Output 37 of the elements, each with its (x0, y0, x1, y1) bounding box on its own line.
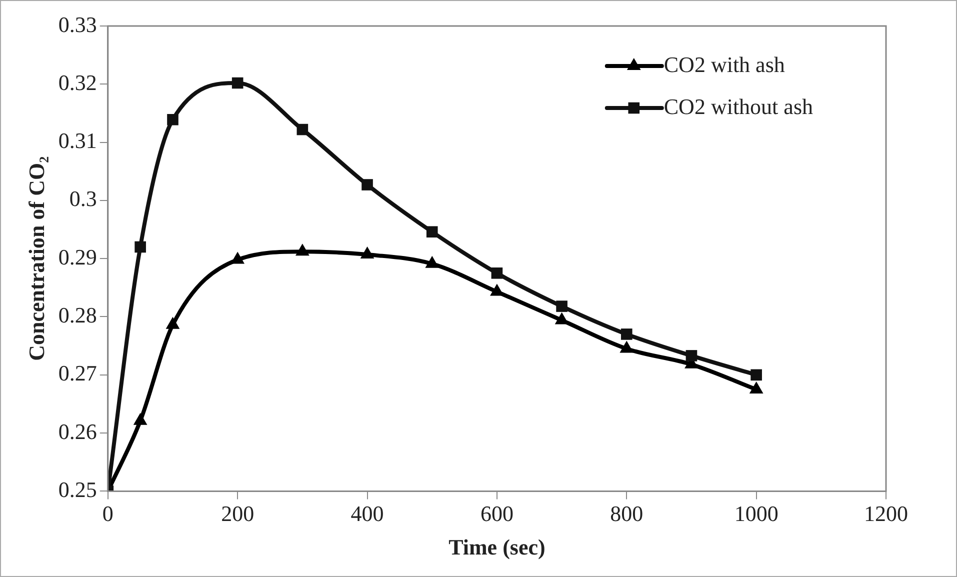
point (232, 77, 244, 89)
x-tick-label: 0 (102, 501, 114, 526)
x-tick-label: 1000 (734, 501, 778, 526)
point (296, 124, 308, 136)
x-tick-label: 600 (480, 501, 514, 526)
point (167, 114, 178, 126)
x-axis-title: Time (sec) (448, 534, 546, 560)
point (362, 179, 373, 190)
y-tick-label: 0.33 (58, 12, 97, 37)
x-tick-label: 800 (610, 501, 644, 526)
x-tick-label: 400 (350, 501, 384, 526)
point (749, 381, 764, 394)
point (556, 300, 568, 312)
x-tick-label: 1200 (864, 501, 908, 526)
point (490, 284, 504, 296)
point (620, 340, 634, 353)
y-tick-label: 0.28 (58, 302, 97, 328)
point (133, 412, 148, 425)
point (166, 316, 180, 329)
x-tick-label: 200 (221, 501, 254, 526)
point (360, 246, 374, 259)
y-tick-label: 0.3 (69, 186, 97, 212)
legend-label: CO2 with ash (664, 52, 785, 77)
point (295, 244, 310, 256)
y-tick-label: 0.27 (58, 360, 97, 386)
point (230, 252, 245, 264)
point (425, 256, 440, 268)
point (491, 267, 503, 279)
legend-label: CO2 without ash (664, 94, 814, 119)
y-axis-title: Concentration of CO₂ (24, 156, 49, 361)
point (426, 226, 438, 238)
y-tick-label: 0.26 (58, 418, 97, 444)
y-tick-label: 0.25 (58, 476, 97, 502)
y-tick-label: 0.31 (58, 128, 97, 154)
y-tick-label: 0.29 (58, 244, 97, 270)
point (134, 241, 146, 253)
y-tick-label: 0.32 (58, 70, 97, 95)
